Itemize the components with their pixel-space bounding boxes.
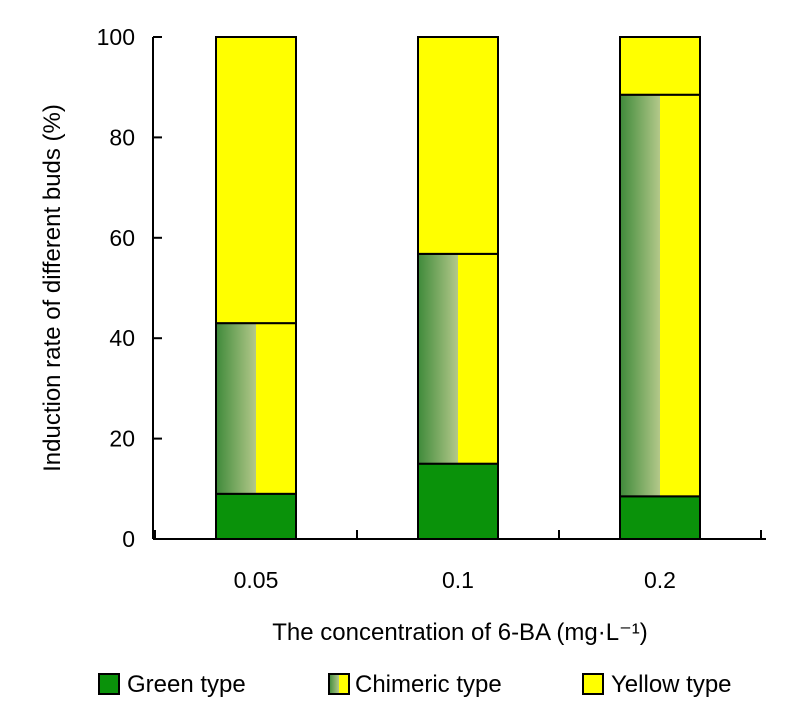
bar-segment-chimeric-green-half [620, 94, 660, 497]
legend: Green type Chimeric type Yellow type [98, 671, 732, 698]
legend-swatch-chimeric-left [329, 674, 339, 694]
legend-item-yellow: Yellow type [582, 671, 732, 698]
x-tick-label: 0.2 [644, 567, 676, 593]
x-tick-label: 0.1 [442, 567, 474, 593]
bar-segment-chimeric-yellow-half [458, 253, 498, 464]
y-axis-ticks: 0 20 40 60 80 100 [97, 24, 162, 552]
plot-area [215, 36, 701, 541]
bar-segment-green [215, 492, 297, 541]
y-tick-label: 80 [109, 124, 135, 150]
y-tick-label: 0 [122, 526, 135, 552]
legend-swatch-yellow [582, 673, 604, 695]
bar-segment-chimeric-green-half [216, 323, 256, 494]
bar-segment-chimeric-yellow-half [256, 323, 296, 494]
y-axis-title: Induction rate of different buds (%) [39, 104, 66, 472]
y-tick-label: 60 [109, 225, 135, 251]
legend-label-yellow: Yellow type [611, 671, 732, 698]
x-tick-label: 0.05 [234, 567, 279, 593]
y-tick-label: 40 [109, 325, 135, 351]
bar-segment-green [619, 495, 701, 540]
bar-segment-yellow [417, 36, 499, 255]
legend-swatch-chimeric-border [328, 673, 350, 695]
bar-segment-green [417, 462, 499, 541]
legend-label-green: Green type [127, 671, 246, 698]
bar-segment-chimeric [619, 93, 701, 498]
legend-item-green: Green type [98, 671, 246, 698]
x-axis-ticks: 0.05 0.1 0.2 [154, 530, 762, 593]
legend-swatch-chimeric-right [339, 674, 349, 694]
legend-item-chimeric: Chimeric type [328, 671, 502, 698]
bar-segment-yellow [215, 36, 297, 325]
y-tick-label: 100 [97, 24, 135, 50]
bar-segment-chimeric-yellow-half [660, 94, 700, 497]
y-tick-label: 20 [109, 426, 135, 452]
bar-segment-chimeric-green-half [418, 253, 458, 464]
legend-swatch-green [98, 673, 120, 695]
bar-segment-chimeric [417, 252, 499, 465]
bar-segment-chimeric [215, 322, 297, 495]
bar-segment-yellow [619, 36, 701, 96]
x-axis-title: The concentration of 6-BA (mg·L⁻¹) [272, 619, 648, 646]
legend-label-chimeric: Chimeric type [355, 671, 502, 698]
